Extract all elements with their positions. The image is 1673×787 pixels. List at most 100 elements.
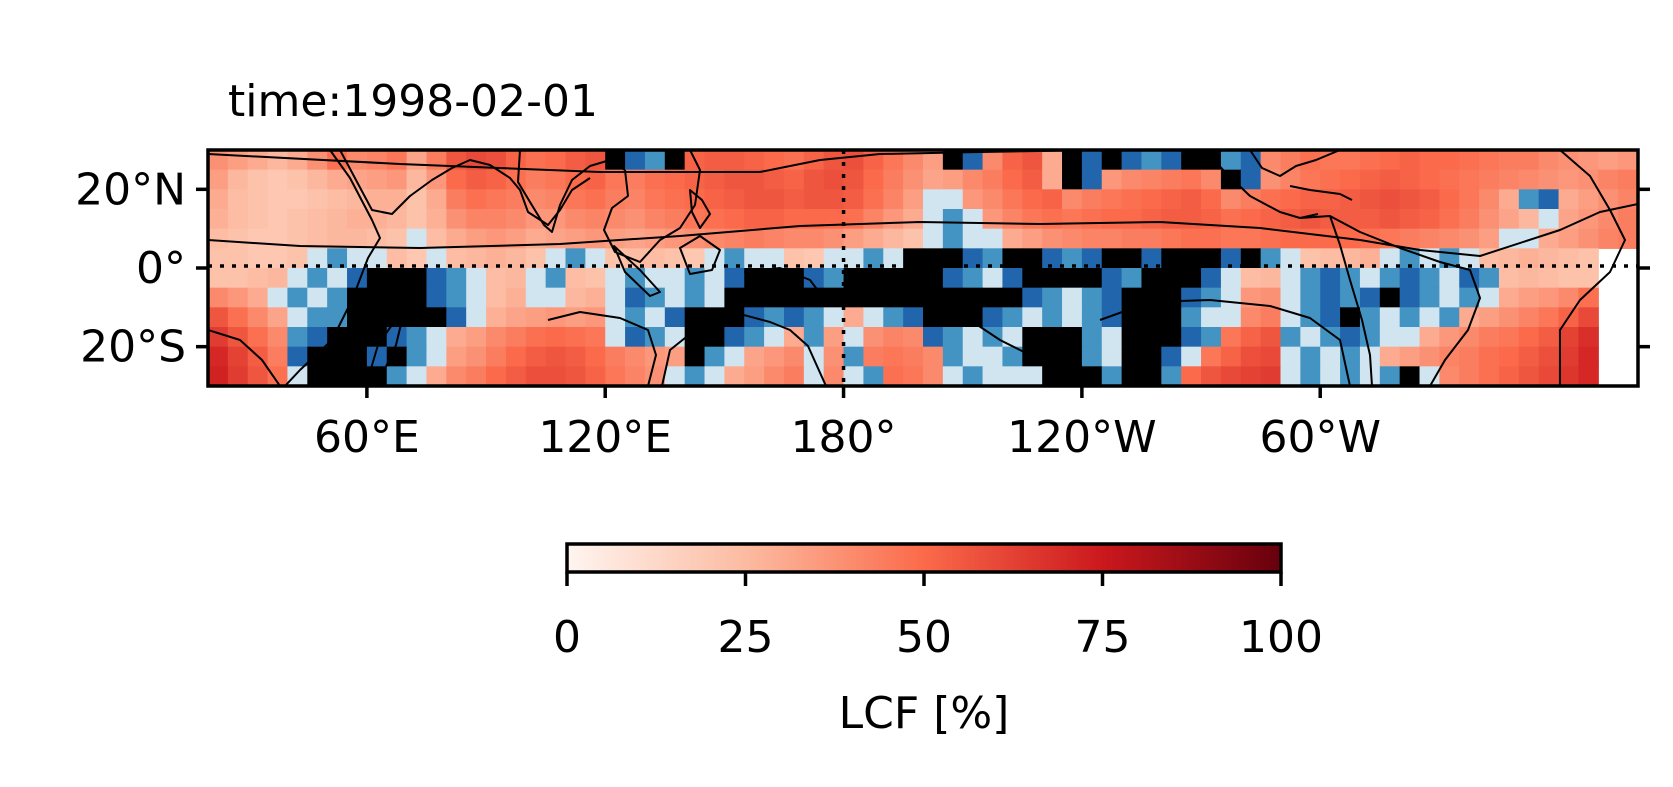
heatmap-cell (923, 169, 944, 190)
heatmap-cell (267, 268, 289, 289)
heatmap-cell (1498, 150, 1520, 171)
coastline-australia (661, 313, 827, 386)
heatmap-cell (585, 248, 606, 269)
lon-tick-label: 60°E (314, 412, 420, 463)
heatmap-cell (942, 169, 964, 190)
heatmap-cell (1141, 248, 1162, 269)
heatmap-cell (1439, 268, 1460, 289)
heatmap-cell (1558, 169, 1580, 190)
heatmap-cell (942, 248, 964, 269)
heatmap-cell (1498, 189, 1520, 210)
heatmap-cell (1379, 366, 1401, 386)
heatmap-cell (426, 287, 447, 308)
heatmap-cell (1359, 327, 1381, 348)
heatmap-cell (1260, 150, 1282, 171)
heatmap-cell (942, 150, 964, 171)
heatmap-cell (1201, 150, 1222, 171)
heatmap-cell (208, 189, 229, 210)
heatmap-cell (307, 189, 328, 210)
heatmap-cell (1121, 169, 1143, 190)
heatmap-cell (327, 228, 348, 249)
heatmap-cell (466, 228, 487, 249)
heatmap-cells (208, 150, 1638, 386)
heatmap-cell (1081, 307, 1103, 328)
heatmap-cell (982, 248, 1004, 269)
heatmap-cell (347, 150, 368, 171)
heatmap-cell (307, 287, 328, 308)
heatmap-cell (347, 346, 368, 367)
heatmap-cell (1042, 169, 1063, 190)
heatmap-cell (1240, 189, 1262, 210)
heatmap-cell (585, 346, 606, 367)
heatmap-cell (545, 228, 567, 249)
heatmap-cell (1439, 307, 1460, 328)
heatmap-cell (1300, 268, 1321, 289)
heatmap-cell (625, 287, 646, 308)
heatmap-cell (942, 209, 964, 230)
heatmap-cell (307, 346, 328, 367)
heatmap-cell (366, 228, 388, 249)
heatmap-cell (1121, 150, 1143, 171)
heatmap-cell (783, 248, 805, 269)
heatmap-cell (1220, 169, 1242, 190)
heatmap-cell (644, 150, 666, 171)
heatmap-cell (625, 189, 646, 210)
heatmap-cell (366, 268, 388, 289)
heatmap-cell (1181, 287, 1202, 308)
heatmap-cell (744, 248, 765, 269)
heatmap-cell (1379, 248, 1401, 269)
heatmap-cell (962, 228, 984, 249)
heatmap-cell (486, 209, 507, 230)
heatmap-cell (406, 150, 428, 171)
heatmap-cell (347, 307, 368, 328)
heatmap-cell (247, 366, 269, 386)
heatmap-cell (803, 346, 825, 367)
heatmap-cell (1260, 228, 1282, 249)
heatmap-cell (1042, 228, 1063, 249)
heatmap-cell (446, 327, 467, 348)
heatmap-cell (307, 169, 328, 190)
heatmap-cell (942, 228, 964, 249)
heatmap-cell (1300, 366, 1321, 386)
heatmap-cell (764, 248, 785, 269)
heatmap-cell (505, 268, 527, 289)
heatmap-cell (803, 307, 825, 328)
heatmap-cell (1220, 189, 1242, 210)
heatmap-cell (1161, 268, 1182, 289)
heatmap-cell (1022, 150, 1043, 171)
heatmap-cell (505, 150, 527, 171)
heatmap-cell (724, 287, 745, 308)
heatmap-cell (1518, 366, 1540, 386)
heatmap-cell (982, 346, 1004, 367)
heatmap-cell (1419, 307, 1440, 328)
heatmap-cell (1101, 268, 1123, 289)
heatmap-cell (446, 228, 467, 249)
heatmap-cell (1399, 209, 1421, 230)
heatmap-cell (903, 346, 924, 367)
heatmap-cell (585, 268, 606, 289)
heatmap-cell (565, 209, 586, 230)
coastline-madagascar (369, 319, 403, 376)
heatmap-cell (1260, 327, 1282, 348)
heatmap-cell (1538, 307, 1560, 328)
heatmap-cell (1201, 287, 1222, 308)
heatmap-cell (1419, 268, 1440, 289)
heatmap-cell (366, 169, 388, 190)
heatmap-cell (1181, 268, 1202, 289)
contour-south-pacific-west (969, 319, 1081, 386)
heatmap-cell (1439, 366, 1460, 386)
heatmap-cell (1280, 307, 1301, 328)
heatmap-cell (903, 248, 924, 269)
heatmap-cell (1062, 209, 1083, 230)
heatmap-cell (1618, 169, 1638, 190)
heatmap-cell (525, 287, 547, 308)
coastline-newguinea (744, 267, 823, 297)
heatmap-cell (1518, 228, 1540, 249)
heatmap-cell (1141, 327, 1162, 348)
coastline-south-america-west (1329, 215, 1373, 386)
heatmap-cell (525, 307, 547, 328)
heatmap-cell (644, 209, 666, 230)
heatmap-cell (426, 150, 447, 171)
heatmap-cell (1002, 287, 1023, 308)
